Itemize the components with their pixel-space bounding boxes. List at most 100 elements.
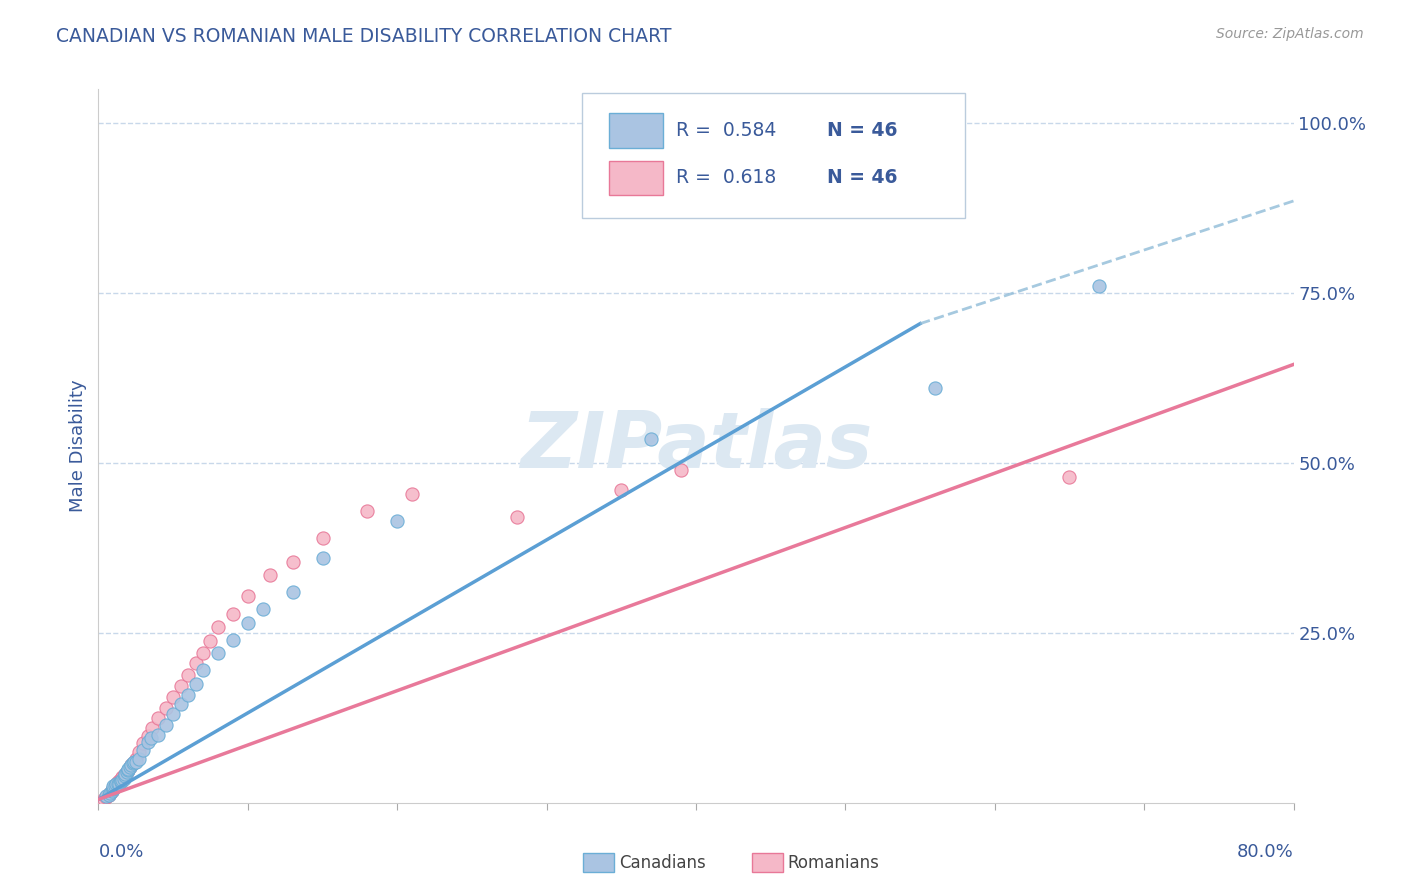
Point (136, 734, 159, 748)
Point (177, 689, 200, 703)
Text: R =  0.618: R = 0.618 (676, 169, 776, 187)
Point (101, 783, 124, 797)
Point (139, 731, 162, 746)
Point (112, 769, 135, 783)
Point (112, 772, 135, 786)
Point (311, 531, 333, 545)
Point (103, 780, 125, 795)
Point (924, 381, 946, 395)
Point (401, 486, 423, 500)
Point (385, 514, 409, 528)
Point (101, 783, 124, 797)
Y-axis label: Male Disability: Male Disability (69, 380, 87, 512)
Text: Romanians: Romanians (787, 854, 879, 871)
Point (132, 736, 155, 750)
Point (259, 568, 281, 582)
Point (103, 779, 125, 793)
Point (103, 782, 125, 797)
Point (169, 698, 191, 712)
Point (1088, 279, 1111, 293)
Point (105, 777, 128, 791)
Text: R =  0.584: R = 0.584 (676, 121, 776, 140)
Point (184, 677, 207, 691)
Text: CANADIAN VS ROMANIAN MALE DISABILITY CORRELATION CHART: CANADIAN VS ROMANIAN MALE DISABILITY COR… (56, 27, 672, 45)
Point (125, 751, 148, 765)
Point (132, 743, 155, 757)
Point (117, 762, 139, 776)
Point (110, 774, 132, 789)
Point (610, 483, 633, 498)
Point (148, 728, 170, 742)
Text: 0.0%: 0.0% (98, 843, 143, 861)
Point (111, 773, 134, 788)
Point (155, 717, 177, 731)
Text: Canadians: Canadians (619, 854, 706, 871)
Point (115, 765, 138, 780)
Point (669, 463, 692, 477)
Point (111, 770, 134, 784)
Point (114, 769, 136, 783)
Point (118, 760, 141, 774)
Point (222, 632, 245, 647)
Point (120, 758, 142, 772)
Point (148, 711, 170, 725)
Point (97, 788, 120, 802)
Point (103, 782, 125, 797)
Point (98, 786, 122, 800)
Point (114, 767, 136, 781)
Point (115, 765, 138, 780)
Point (107, 777, 129, 791)
Point (506, 510, 529, 524)
Point (162, 690, 184, 705)
Point (121, 756, 143, 771)
Bar (609, 161, 662, 194)
Point (136, 729, 159, 743)
Point (124, 755, 146, 769)
Point (107, 775, 129, 789)
Point (252, 602, 274, 616)
Point (169, 679, 191, 693)
Point (120, 758, 142, 772)
Point (104, 779, 127, 793)
Point (93, 792, 115, 806)
Point (108, 774, 131, 789)
Point (1059, 469, 1081, 483)
Point (281, 585, 304, 599)
Point (155, 700, 177, 714)
Point (207, 620, 229, 634)
Point (110, 775, 132, 789)
Point (125, 755, 148, 769)
Point (128, 751, 150, 765)
Text: N = 46: N = 46 (827, 121, 898, 140)
Point (105, 777, 128, 791)
Point (96, 789, 118, 803)
Point (110, 772, 132, 786)
Point (236, 589, 259, 603)
Text: ZIPatlas: ZIPatlas (520, 408, 872, 484)
Point (118, 760, 141, 774)
Point (311, 551, 333, 566)
Point (191, 663, 214, 677)
Point (97, 788, 120, 802)
Point (222, 607, 245, 621)
Point (94, 789, 117, 803)
Point (281, 555, 304, 569)
Point (640, 432, 662, 446)
Text: N = 46: N = 46 (827, 169, 898, 187)
Point (184, 657, 207, 671)
Point (94, 790, 117, 805)
Point (117, 763, 139, 777)
Point (117, 763, 139, 777)
Point (128, 745, 150, 759)
Bar (609, 113, 662, 148)
Point (177, 668, 200, 682)
Point (141, 721, 163, 735)
Text: Source: ZipAtlas.com: Source: ZipAtlas.com (1216, 27, 1364, 41)
Point (236, 615, 259, 630)
Point (356, 503, 378, 517)
Text: 80.0%: 80.0% (1237, 843, 1294, 861)
Point (162, 707, 184, 722)
Point (103, 780, 125, 795)
Point (207, 646, 229, 660)
Point (114, 766, 136, 780)
